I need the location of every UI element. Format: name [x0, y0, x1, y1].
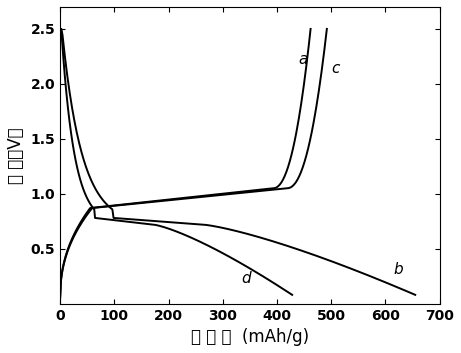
- Text: a: a: [299, 52, 308, 67]
- Text: d: d: [242, 271, 251, 286]
- Text: b: b: [394, 262, 403, 277]
- Text: c: c: [331, 61, 340, 76]
- Y-axis label: 电 压（V）: 电 压（V）: [7, 127, 25, 184]
- X-axis label: 比 容 量  (mAh/g): 比 容 量 (mAh/g): [191, 328, 309, 346]
